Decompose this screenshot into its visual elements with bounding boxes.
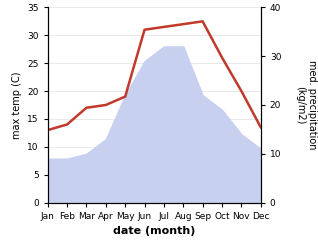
Y-axis label: med. precipitation
(kg/m2): med. precipitation (kg/m2) xyxy=(295,60,317,150)
Y-axis label: max temp (C): max temp (C) xyxy=(12,71,22,139)
X-axis label: date (month): date (month) xyxy=(113,226,196,236)
